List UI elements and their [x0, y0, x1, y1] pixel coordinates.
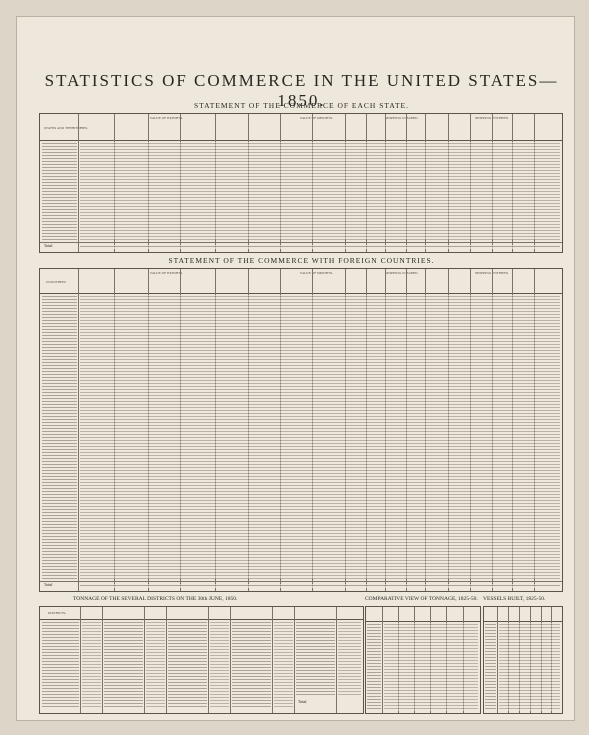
states-table-header: STATES AND TERRITORIES. VALUE OF EXPORTS… — [40, 114, 562, 141]
document-content: STATISTICS OF COMMERCE IN THE UNITED STA… — [33, 33, 570, 717]
states-total-label: Total — [44, 244, 53, 248]
foreign-table-header: COUNTRIES. VALUE OF EXPORTS. VALUE OF IM… — [40, 269, 562, 294]
page-title: STATISTICS OF COMMERCE IN THE UNITED STA… — [44, 71, 559, 110]
imports-header: VALUE OF IMPORTS. — [300, 116, 333, 120]
districts-col-header: DISTRICTS. — [48, 611, 67, 615]
foreign-imports-header: VALUE OF IMPORTS. — [300, 271, 333, 275]
entered-header: SHIPPING ENTERED. — [475, 116, 509, 120]
vessels-section-title: VESSELS BUILT, 1825-50. — [483, 596, 546, 602]
tonnage-table: DISTRICTS. Total — [39, 606, 364, 714]
tonnage-section-title: TONNAGE OF THE SEVERAL DISTRICTS ON THE … — [73, 596, 238, 602]
states-section-title: STATEMENT OF THE COMMERCE OF EACH STATE. — [194, 101, 409, 110]
countries-col-header: COUNTRIES. — [46, 280, 67, 284]
states-col-header: STATES AND TERRITORIES. — [44, 126, 89, 130]
comparative-table — [365, 606, 481, 714]
exports-header: VALUE OF EXPORTS. — [150, 116, 184, 120]
foreign-table: COUNTRIES. VALUE OF EXPORTS. VALUE OF IM… — [39, 268, 563, 592]
cleared-header: SHIPPING CLEARED. — [385, 116, 419, 120]
foreign-entered-header: SHIPPING ENTERED. — [475, 271, 509, 275]
vessels-table — [483, 606, 563, 714]
states-table: STATES AND TERRITORIES. VALUE OF EXPORTS… — [39, 113, 563, 253]
foreign-section-title: STATEMENT OF THE COMMERCE WITH FOREIGN C… — [168, 256, 435, 265]
foreign-total-label: Total — [44, 583, 53, 587]
comparative-section-title: COMPARATIVE VIEW OF TONNAGE, 1825-50. — [365, 596, 478, 602]
foreign-exports-header: VALUE OF EXPORTS. — [150, 271, 184, 275]
tonnage-total-label: Total — [298, 700, 307, 704]
document-sheet: STATISTICS OF COMMERCE IN THE UNITED STA… — [16, 16, 575, 721]
foreign-cleared-header: SHIPPING CLEARED. — [385, 271, 419, 275]
